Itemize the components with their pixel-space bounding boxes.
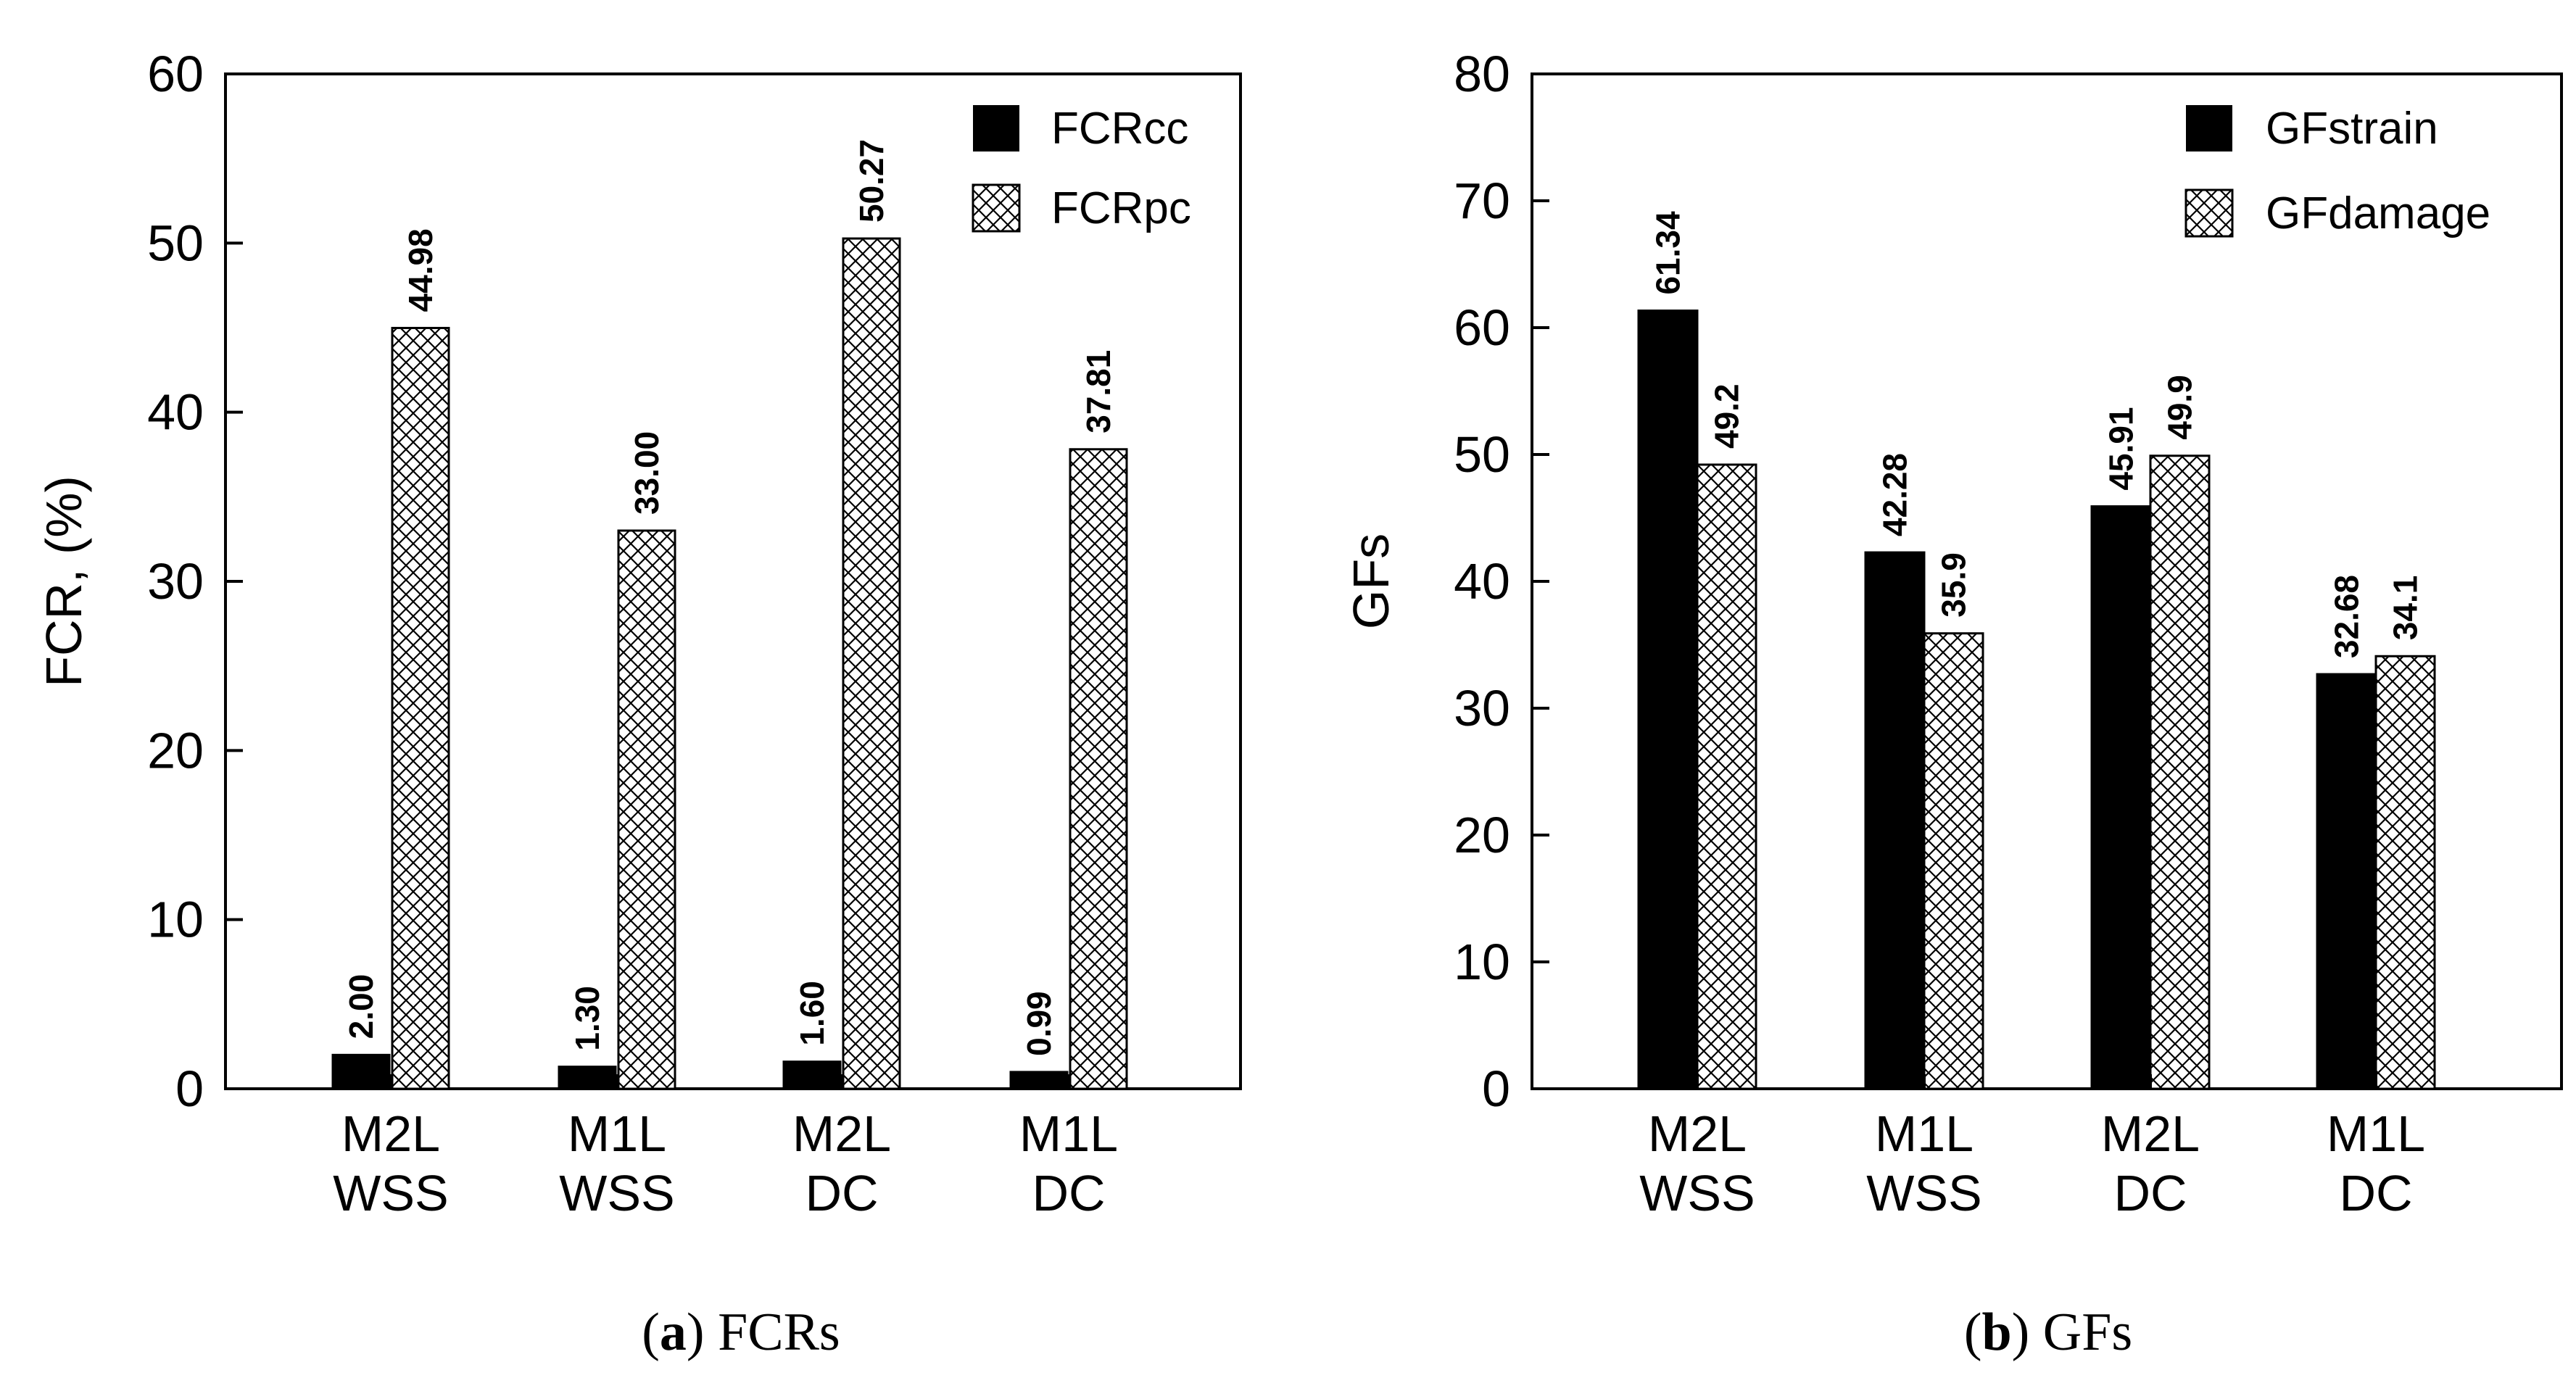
y-tick-label: 60 xyxy=(1454,299,1510,356)
legend: FCRcc FCRpc xyxy=(972,104,1191,233)
caption-letter: b xyxy=(1981,1303,2011,1362)
data-label-gfdamage-2: 35.9 xyxy=(1935,552,1973,618)
legend-swatch-series-2 xyxy=(2184,188,2234,238)
bar-fcrpc-2 xyxy=(617,529,676,1090)
bars xyxy=(1637,310,2436,1090)
y-tick-label: 50 xyxy=(147,215,204,271)
data-labels: 61.34 42.28 45.91 32.68 49.2 35.9 49.9 34.1 xyxy=(1649,211,2424,658)
legend-label-series-2: GFdamage xyxy=(2266,188,2490,238)
x-tick-label-line2: DC xyxy=(2113,1165,2187,1221)
data-label-gfstrain-4: 32.68 xyxy=(2328,575,2366,658)
x-tick-label-line1: M2L xyxy=(2101,1105,2200,1162)
bar-gfdamage-1 xyxy=(1696,463,1757,1090)
bar-gfstrain-4 xyxy=(2316,673,2377,1090)
bars xyxy=(331,237,1128,1090)
y-axis-label: FCR, (%) xyxy=(36,476,92,687)
x-tick-label-line1: M1L xyxy=(568,1105,666,1162)
bar-fcrpc-3 xyxy=(842,237,901,1090)
bar-fcrcc-3 xyxy=(782,1060,842,1090)
y-tick-label: 10 xyxy=(1454,934,1510,990)
panel-b-gfs: 0 10 20 30 40 50 60 70 80 61.34 42.28 45.91 32.68 49… xyxy=(1343,46,2563,1362)
y-axis-ticks: 0 10 20 30 40 50 60 70 80 xyxy=(1454,46,1549,1117)
caption-text: FCRs xyxy=(718,1303,840,1362)
panel-a-fcrs: 0 10 20 30 40 50 60 2.00 1.30 1.60 0.99 44.98 33.00… xyxy=(36,46,1242,1362)
y-tick-label: 60 xyxy=(147,46,204,102)
x-tick-label-line2: WSS xyxy=(559,1165,674,1221)
data-label-fcrcc-3: 1.60 xyxy=(793,981,831,1046)
data-label-fcrcc-2: 1.30 xyxy=(568,986,606,1051)
data-label-fcrpc-1: 44.98 xyxy=(402,228,439,312)
x-tick-label-line2: WSS xyxy=(1866,1165,1981,1221)
bar-fcrcc-2 xyxy=(558,1066,617,1090)
y-axis-label: GFs xyxy=(1343,534,1399,629)
y-tick-label: 40 xyxy=(147,384,204,441)
x-tick-label-line1: M2L xyxy=(792,1105,891,1162)
bar-gfstrain-1 xyxy=(1637,310,1699,1090)
legend-swatch-series-1 xyxy=(2186,105,2232,151)
bar-gfstrain-2 xyxy=(1864,551,1926,1090)
x-tick-label-line2: DC xyxy=(1032,1165,1105,1221)
data-labels: 2.00 1.30 1.60 0.99 44.98 33.00 50.27 37.81 xyxy=(342,139,1117,1056)
y-tick-label: 80 xyxy=(1454,46,1510,102)
x-tick-label-line2: WSS xyxy=(333,1165,448,1221)
legend: GFstrain GFdamage xyxy=(2184,104,2490,238)
data-label-gfstrain-2: 42.28 xyxy=(1876,453,1914,536)
bar-fcrcc-4 xyxy=(1009,1071,1069,1090)
y-tick-label: 40 xyxy=(1454,553,1510,610)
bar-gfstrain-3 xyxy=(2090,505,2152,1090)
data-label-fcrcc-4: 0.99 xyxy=(1020,991,1058,1056)
data-label-gfstrain-3: 45.91 xyxy=(2103,407,2140,490)
x-tick-label-line1: M1L xyxy=(1875,1105,1974,1162)
caption-text: GFs xyxy=(2043,1303,2132,1362)
x-tick-label-line1: M1L xyxy=(1019,1105,1118,1162)
legend-swatch-series-1 xyxy=(973,105,1019,151)
panel-caption: (b) GFs xyxy=(1964,1303,2132,1362)
y-tick-label: 20 xyxy=(1454,807,1510,863)
x-tick-label-line2: WSS xyxy=(1639,1165,1755,1221)
y-tick-label: 0 xyxy=(1482,1060,1510,1117)
legend-label-series-1: FCRcc xyxy=(1051,104,1188,154)
y-tick-label: 30 xyxy=(147,553,204,610)
data-label-gfdamage-3: 49.9 xyxy=(2161,375,2199,440)
x-tick-label-line2: DC xyxy=(805,1165,878,1221)
y-tick-label: 50 xyxy=(1454,426,1510,483)
caption-letter: a xyxy=(660,1303,687,1362)
x-tick-label-line2: DC xyxy=(2339,1165,2412,1221)
y-tick-label: 70 xyxy=(1454,173,1510,229)
bar-gfdamage-2 xyxy=(1923,632,1984,1090)
y-tick-label: 20 xyxy=(147,722,204,779)
bar-fcrpc-1 xyxy=(391,326,450,1090)
bar-gfdamage-4 xyxy=(2374,655,2436,1090)
data-label-gfstrain-1: 61.34 xyxy=(1649,211,1687,295)
y-tick-label: 30 xyxy=(1454,680,1510,736)
legend-label-series-1: GFstrain xyxy=(2266,104,2438,154)
data-label-gfdamage-1: 49.2 xyxy=(1708,383,1746,449)
bar-fcrcc-1 xyxy=(331,1053,391,1090)
y-tick-label: 10 xyxy=(147,892,204,948)
x-tick-label-line1: M1L xyxy=(2327,1105,2425,1162)
legend-swatch-series-2 xyxy=(972,183,1021,233)
y-tick-label: 0 xyxy=(175,1060,204,1117)
data-label-gfdamage-4: 34.1 xyxy=(2387,576,2424,641)
data-label-fcrpc-4: 37.81 xyxy=(1080,350,1117,433)
data-label-fcrpc-2: 33.00 xyxy=(628,431,666,515)
x-tick-label-line1: M2L xyxy=(1648,1105,1747,1162)
data-label-fcrpc-3: 50.27 xyxy=(853,139,890,223)
bar-gfdamage-3 xyxy=(2149,454,2211,1090)
data-label-fcrcc-1: 2.00 xyxy=(342,974,380,1039)
panel-caption: (a) FCRs xyxy=(642,1303,840,1362)
y-axis-ticks: 0 10 20 30 40 50 60 xyxy=(147,46,243,1117)
bar-fcrpc-4 xyxy=(1069,448,1128,1090)
legend-label-series-2: FCRpc xyxy=(1051,183,1191,233)
x-tick-label-line1: M2L xyxy=(341,1105,440,1162)
